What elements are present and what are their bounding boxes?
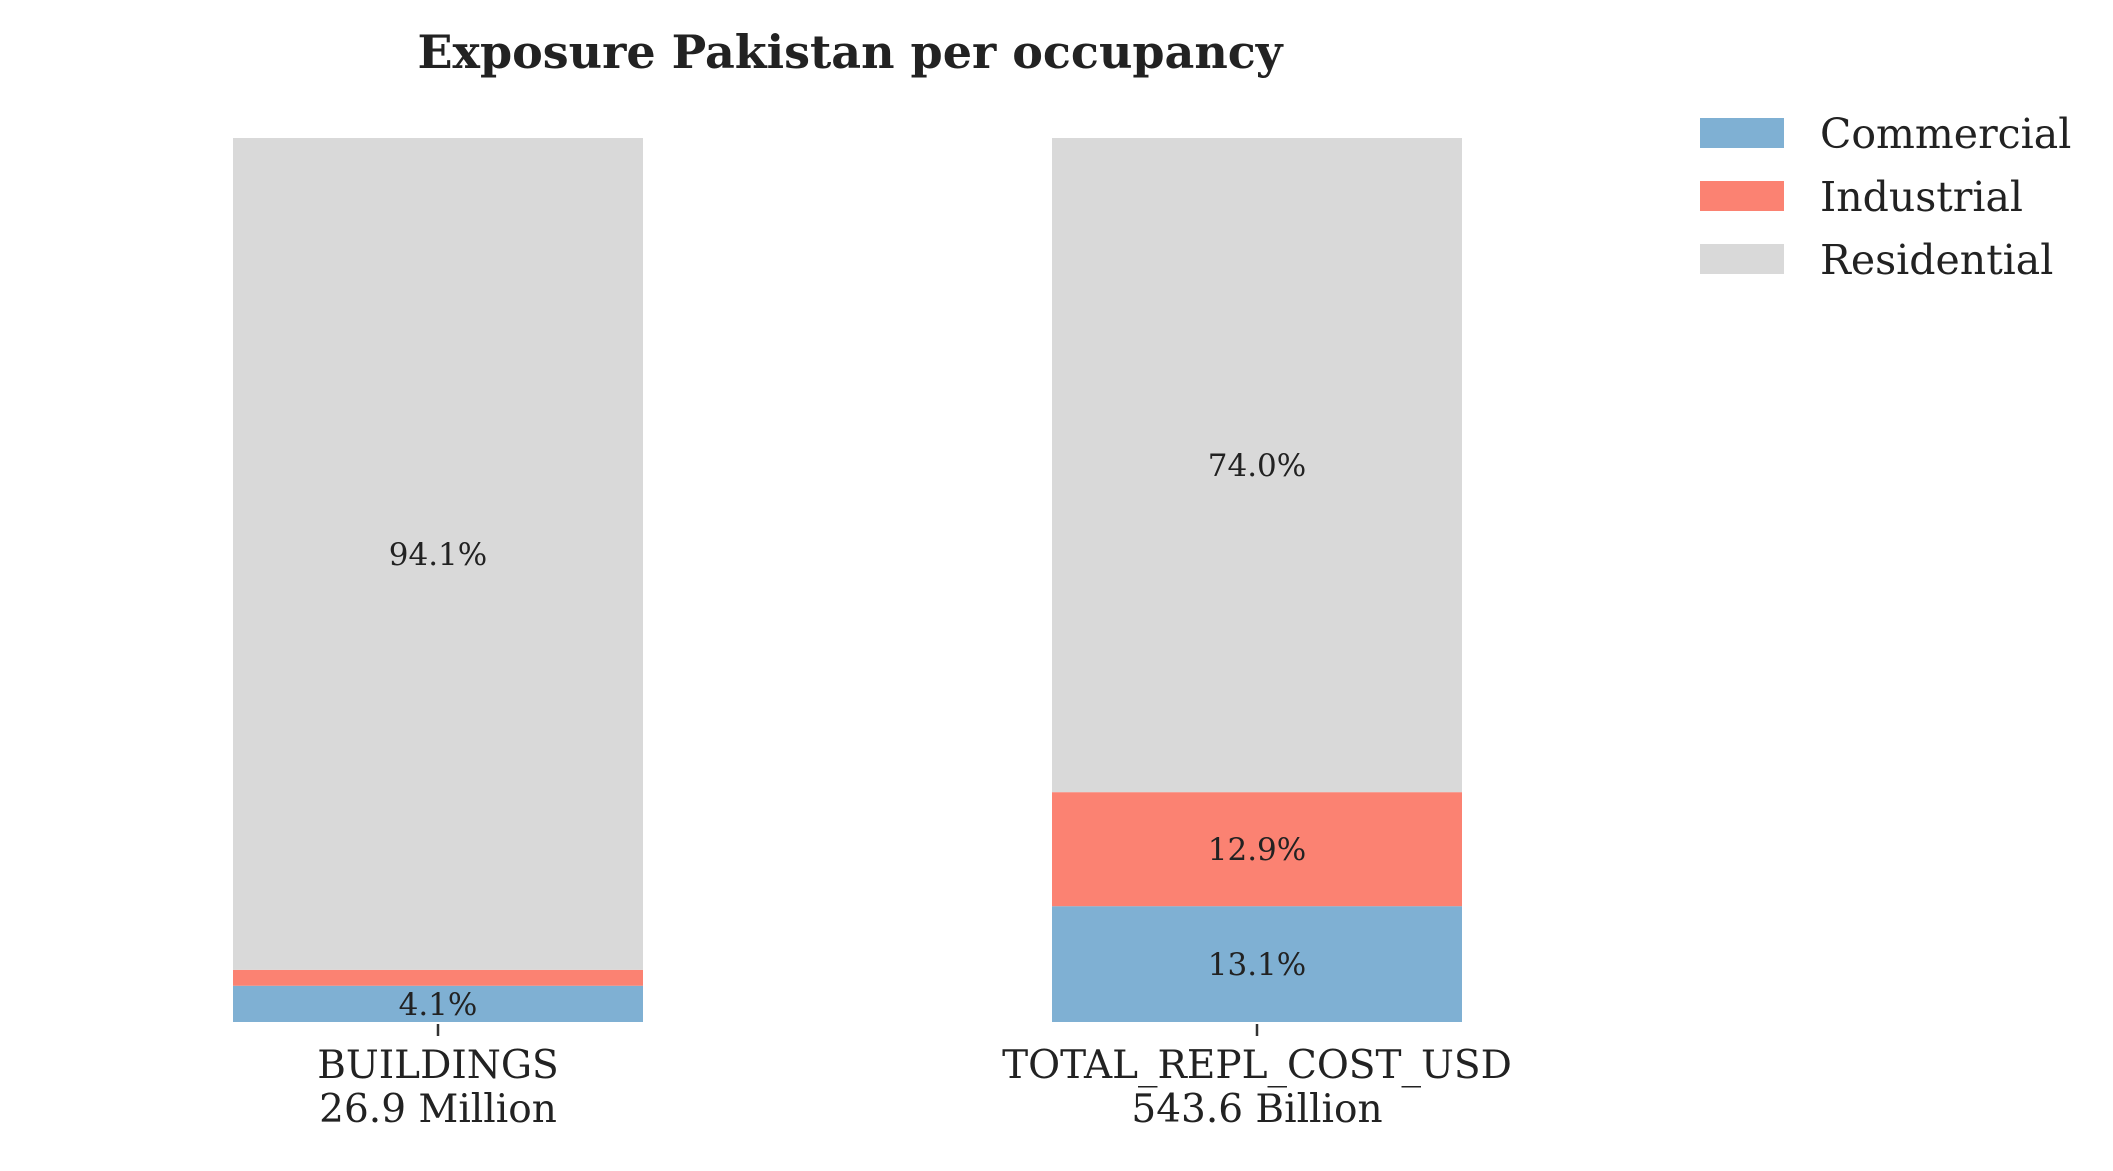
data-label-residential-buildings: 94.1% (389, 537, 487, 573)
bar-labels-layer: 4.1% 94.1% 13.1% 12.9% 74.0% (389, 448, 1306, 1023)
x-total-label-total-repl-cost-usd: 543.6 Billion (1131, 1087, 1382, 1132)
data-label-commercial-total-repl-cost-usd: 13.1% (1208, 947, 1306, 983)
legend-swatch-residential (1700, 244, 1784, 274)
x-total-label-buildings: 26.9 Million (319, 1087, 557, 1132)
bar-commercial-buildings (233, 985, 643, 1022)
bars-layer (233, 138, 1462, 1022)
bar-commercial-total-repl-cost-usd (1052, 906, 1462, 1022)
bar-industrial-buildings (233, 969, 643, 986)
bar-residential-buildings (233, 138, 643, 970)
data-label-commercial-buildings: 4.1% (399, 987, 478, 1023)
x-tick-label-total-repl-cost-usd: TOTAL_REPL_COST_USD (1002, 1043, 1512, 1088)
legend-label-industrial: Industrial (1820, 173, 2023, 221)
bar-industrial-total-repl-cost-usd (1052, 792, 1462, 907)
bar-residential-total-repl-cost-usd (1052, 138, 1462, 793)
x-tick-label-buildings: BUILDINGS (317, 1043, 559, 1088)
legend: Commercial Industrial Residential (1700, 110, 2071, 284)
chart-title: Exposure Pakistan per occupancy (417, 25, 1283, 79)
legend-label-commercial: Commercial (1820, 110, 2071, 158)
legend-label-residential: Residential (1820, 236, 2053, 284)
data-label-industrial-total-repl-cost-usd: 12.9% (1208, 832, 1306, 868)
legend-swatch-industrial (1700, 181, 1784, 211)
data-label-residential-total-repl-cost-usd: 74.0% (1208, 448, 1306, 484)
legend-swatch-commercial (1700, 118, 1784, 148)
